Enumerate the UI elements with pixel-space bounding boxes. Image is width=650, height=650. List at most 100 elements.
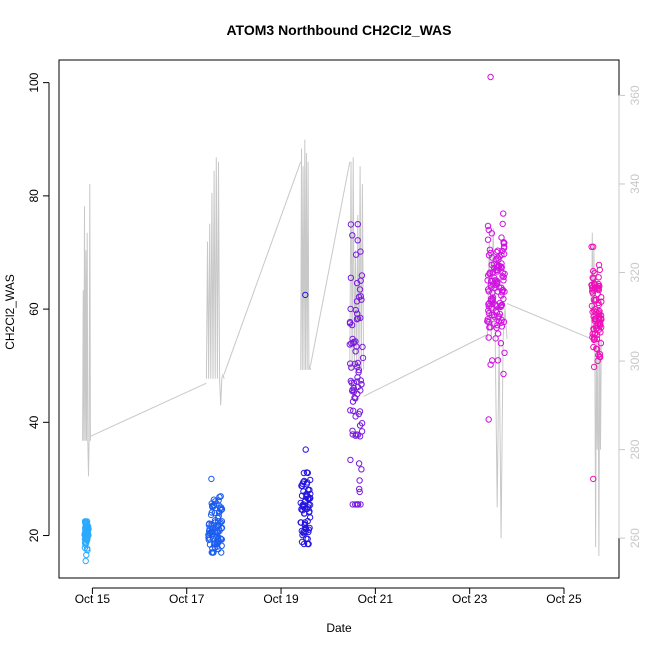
- data-point: [301, 477, 308, 485]
- data-point: [500, 277, 507, 284]
- data-point: [485, 303, 492, 310]
- data-point: [307, 490, 314, 498]
- data-point: [303, 469, 311, 476]
- secondary-y-tick-label: 340: [628, 174, 642, 194]
- data-point: [299, 507, 306, 514]
- data-point: [352, 413, 359, 420]
- data-point: [300, 488, 307, 495]
- data-point: [356, 408, 364, 415]
- data-point: [209, 528, 216, 536]
- data-point: [211, 509, 218, 517]
- data-point: [596, 266, 603, 273]
- data-point: [355, 366, 363, 374]
- secondary-line-segment: [300, 139, 311, 370]
- data-point: [353, 279, 361, 287]
- data-point: [208, 475, 215, 483]
- data-point: [590, 475, 597, 483]
- data-point: [303, 535, 310, 542]
- secondary-line-connector: [310, 161, 351, 366]
- secondary-y-tick-label: 320: [628, 262, 642, 282]
- data-point: [349, 386, 356, 393]
- data-point: [85, 532, 92, 539]
- data-point: [347, 377, 354, 385]
- secondary-line-connector: [90, 382, 207, 437]
- data-point: [354, 315, 362, 322]
- data-point: [354, 237, 361, 244]
- x-tick-label: Oct 15: [75, 592, 111, 606]
- data-point: [491, 313, 498, 320]
- data-point: [354, 374, 361, 381]
- data-point: [354, 431, 362, 438]
- y-axis-label: CH2Cl2_WAS: [3, 274, 17, 350]
- data-point: [209, 549, 216, 556]
- x-axis: Oct 15 Oct 17 Oct 19 Oct 21 Oct 23 Oct 25: [75, 587, 582, 606]
- data-point: [488, 230, 495, 237]
- data-point: [596, 307, 603, 315]
- data-point: [356, 488, 363, 496]
- data-point: [218, 536, 226, 543]
- data-point: [349, 335, 356, 343]
- data-point: [349, 501, 356, 508]
- data-point: [496, 253, 503, 260]
- data-point: [598, 298, 605, 305]
- x-tick-label: Oct 17: [169, 592, 205, 606]
- data-point: [300, 540, 308, 548]
- data-point: [594, 345, 601, 353]
- secondary-line-connector: [223, 161, 302, 375]
- data-point: [83, 520, 90, 527]
- secondary-y-tick-label: 280: [628, 439, 642, 459]
- data-point: [306, 514, 314, 521]
- data-point: [352, 251, 360, 258]
- data-point: [215, 512, 222, 520]
- data-point: [500, 243, 508, 250]
- data-point: [350, 340, 357, 347]
- data-point: [591, 285, 598, 292]
- data-point: [356, 422, 364, 429]
- data-point: [354, 221, 361, 228]
- data-point: [593, 335, 601, 342]
- plot-frame: [58, 59, 620, 579]
- data-point: [486, 269, 494, 276]
- data-point: [492, 281, 499, 289]
- data-point: [499, 272, 506, 280]
- data-point: [487, 73, 494, 81]
- data-point: [356, 286, 364, 293]
- x-tick-label: Oct 23: [452, 592, 488, 606]
- data-point: [495, 262, 502, 269]
- data-point: [484, 236, 492, 243]
- data-point: [214, 539, 222, 547]
- data-point: [298, 538, 306, 546]
- data-point: [306, 524, 313, 532]
- data-point: [590, 336, 598, 343]
- data-point: [349, 427, 356, 434]
- data-point: [349, 232, 356, 239]
- y-tick-label: 100: [27, 72, 41, 92]
- data-point: [205, 534, 212, 541]
- data-point: [492, 335, 499, 342]
- data-point: [590, 363, 598, 371]
- data-point: [306, 486, 313, 494]
- data-point: [493, 248, 500, 256]
- y-axis: 20 40 60 80 100: [27, 72, 50, 543]
- data-point: [81, 530, 89, 538]
- data-point: [211, 528, 219, 536]
- data-point: [598, 294, 605, 301]
- data-point: [594, 290, 601, 298]
- data-point: [353, 316, 361, 323]
- data-point: [486, 300, 493, 307]
- data-point: [300, 503, 307, 511]
- y-tick-label: 20: [27, 529, 41, 543]
- data-point: [357, 501, 364, 508]
- data-point: [215, 502, 223, 509]
- data-point: [218, 549, 225, 556]
- data-point: [350, 407, 357, 414]
- data-point: [302, 525, 309, 532]
- data-point: [489, 296, 496, 304]
- chart-title: ATOM3 Northbound CH2Cl2_WAS: [226, 22, 451, 38]
- data-point: [500, 273, 507, 281]
- data-point: [499, 220, 506, 228]
- data-point: [355, 460, 363, 467]
- data-point: [500, 295, 507, 303]
- data-point: [83, 545, 91, 552]
- y-tick-label: 80: [27, 189, 41, 203]
